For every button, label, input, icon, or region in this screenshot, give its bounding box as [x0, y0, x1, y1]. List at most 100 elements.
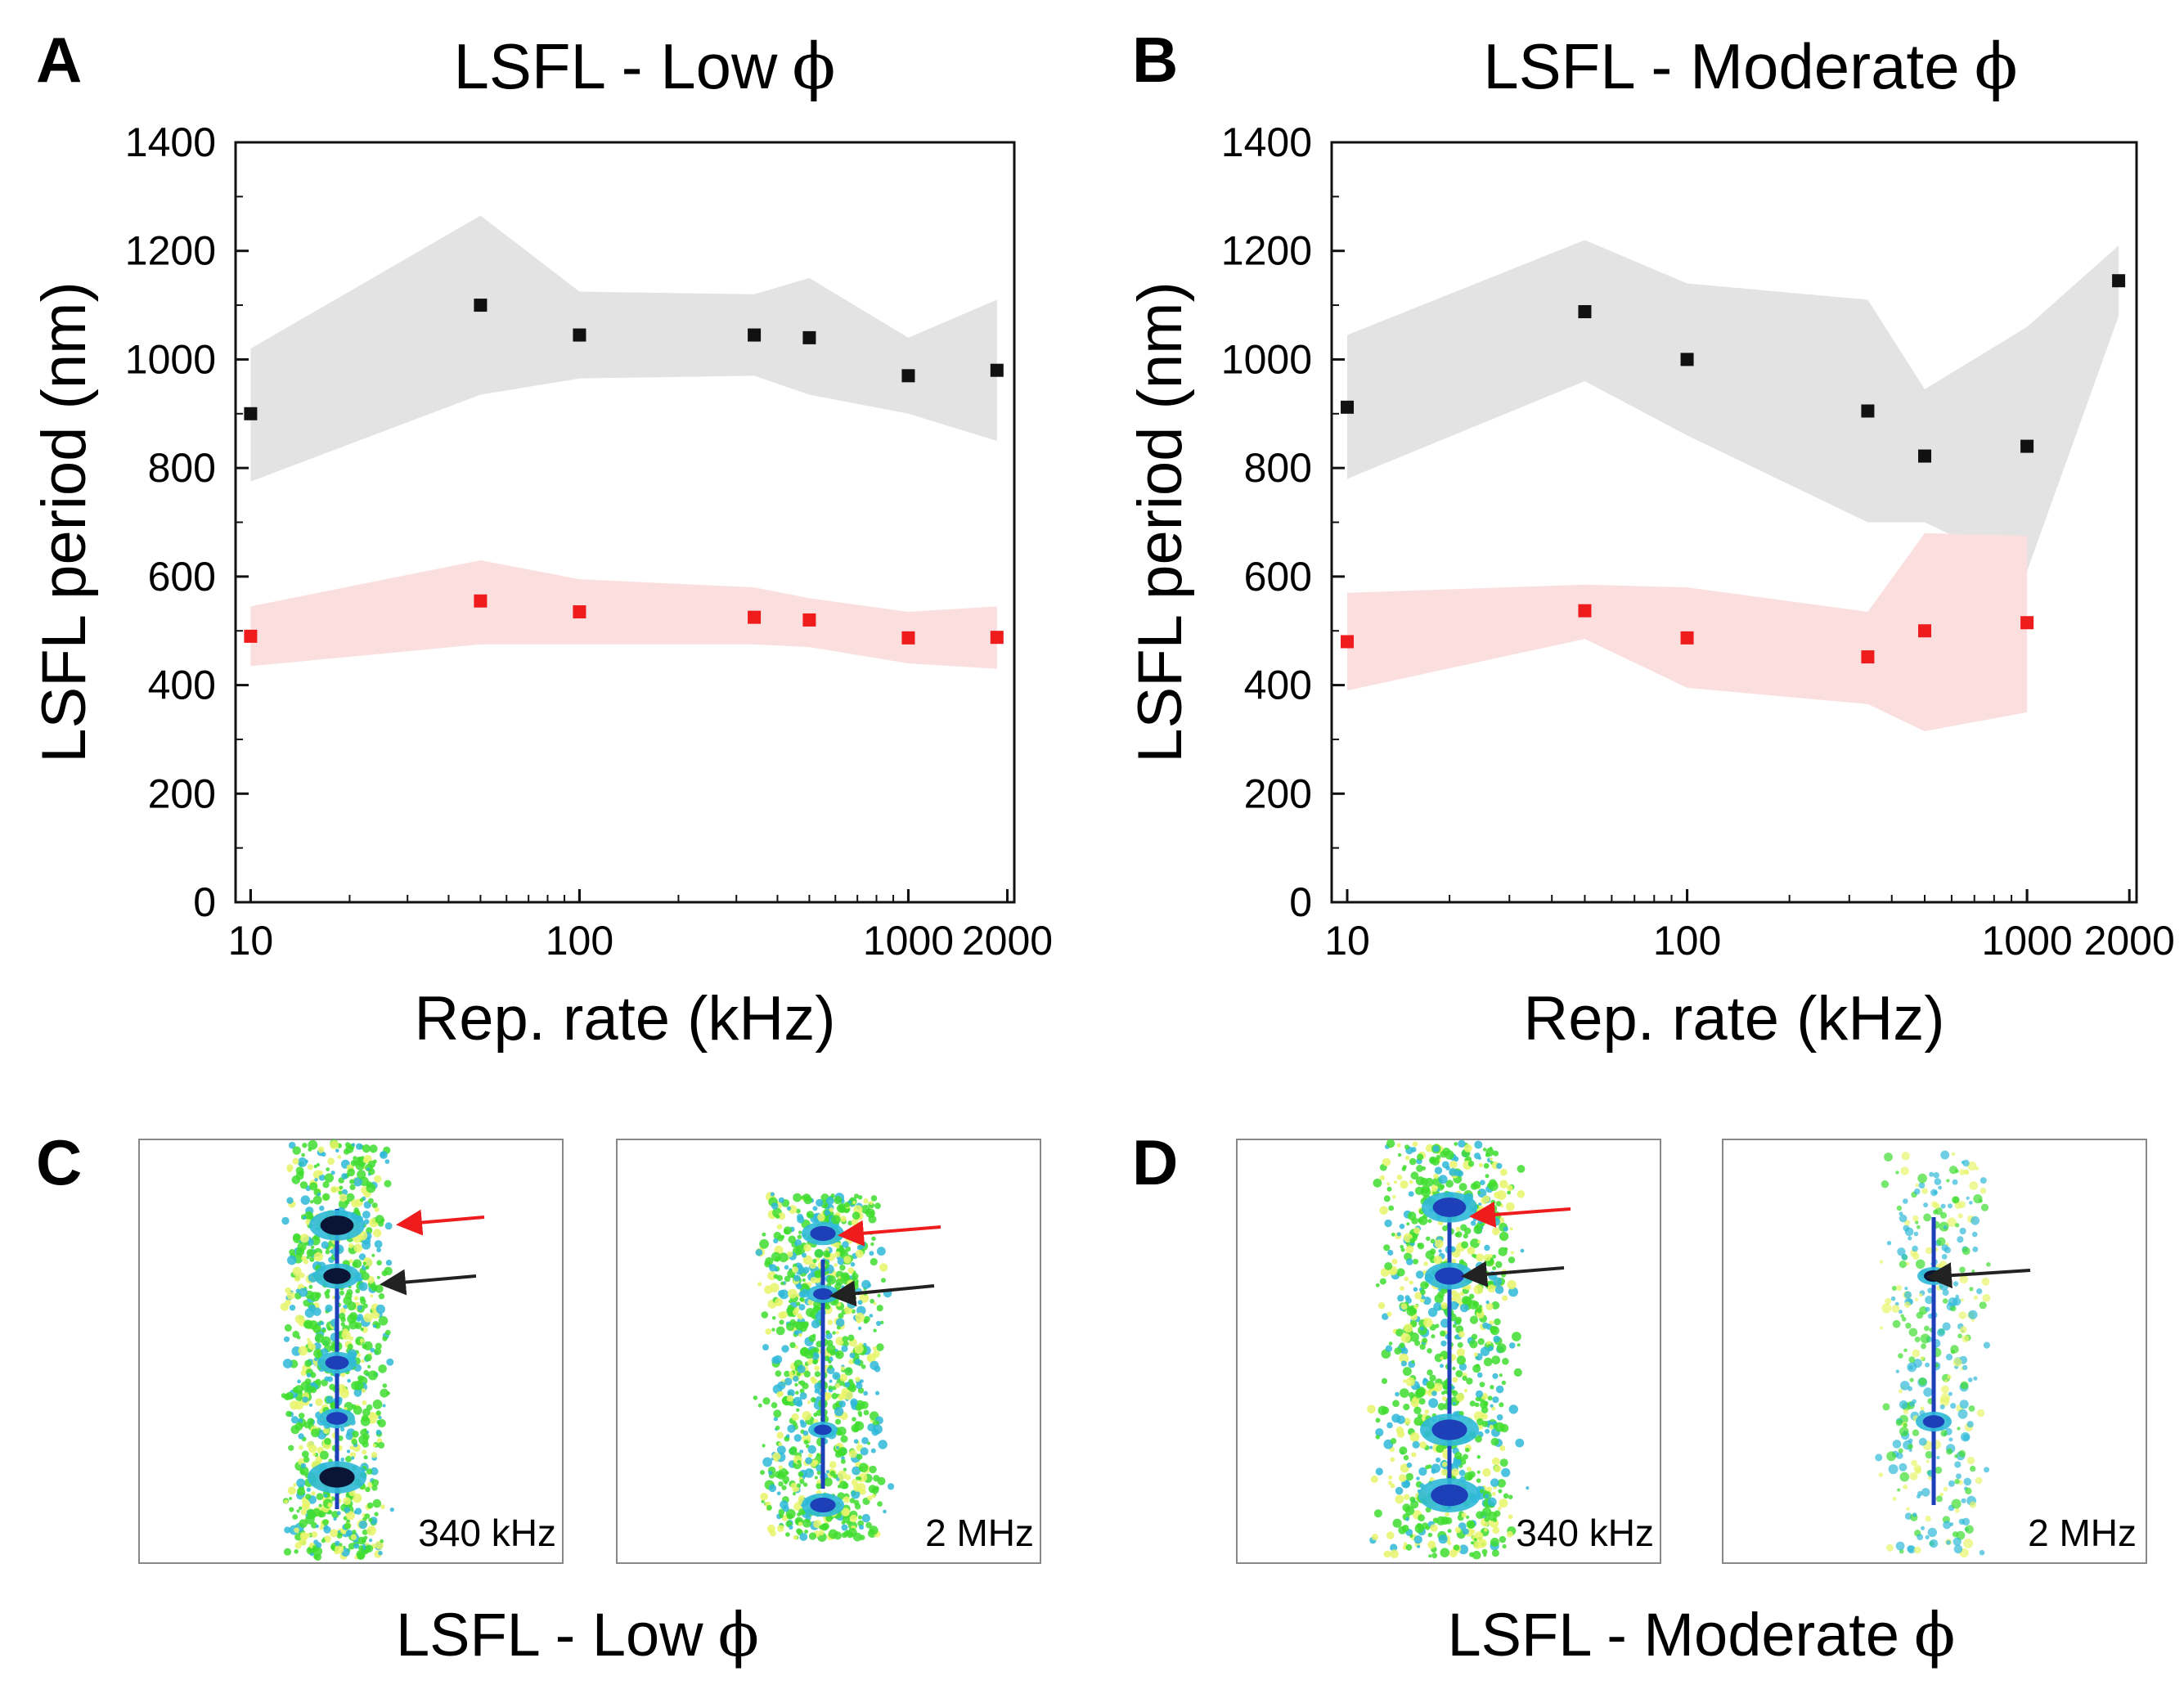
fft-speckle [811, 1319, 820, 1328]
fft-speckle [1398, 1474, 1407, 1482]
fft-speckle [298, 1433, 304, 1440]
fft-speckle [1498, 1489, 1503, 1494]
fft-speckle [1911, 1459, 1917, 1467]
fft-speckle [1458, 1544, 1469, 1555]
fft-speckle [1455, 1370, 1463, 1377]
fft-speckle [861, 1513, 871, 1523]
fft-speckle [340, 1427, 345, 1432]
fft-speckle [1484, 1517, 1490, 1522]
fft-speckle [298, 1418, 303, 1423]
fft-speckle [285, 1410, 292, 1418]
fft-speckle [349, 1184, 356, 1190]
fft-speckle [326, 1395, 334, 1404]
fft-speckle [362, 1529, 368, 1535]
fft-speckle [1888, 1464, 1899, 1475]
fft-speckle [1920, 1333, 1930, 1344]
fft-speckle [1899, 1463, 1908, 1472]
fft-speckle [345, 1455, 353, 1463]
fft-speckle [1473, 1352, 1478, 1357]
fft-speckle [1383, 1550, 1391, 1558]
fft-speckle [1971, 1215, 1980, 1225]
fft-speckle [294, 1275, 301, 1283]
fft-speckle [1375, 1418, 1381, 1423]
fft-speckle [1909, 1377, 1914, 1382]
chart-a-title: LSFL - Low ϕ [453, 30, 835, 104]
fft-speckle [1442, 1148, 1451, 1156]
fft-speckle [364, 1257, 368, 1262]
fft-pattern [280, 1139, 394, 1561]
fft-speckle [1983, 1341, 1990, 1349]
fft-speckle [1395, 1494, 1404, 1504]
fft-speckle [1492, 1227, 1500, 1236]
fft-speckle [1499, 1180, 1508, 1189]
fft-speckle [1495, 1385, 1504, 1394]
fft-speckle [353, 1156, 357, 1161]
fft-speckle [281, 1216, 290, 1225]
fft-speckle [1404, 1276, 1409, 1282]
fft-speckle [1918, 1182, 1926, 1189]
fft-speckle [1908, 1444, 1913, 1449]
fft-speckle [1891, 1305, 1900, 1313]
fft-speckle [301, 1450, 309, 1458]
fft-speckle [1513, 1368, 1522, 1377]
fft-speckle [1903, 1409, 1909, 1415]
fft-pattern [1875, 1150, 1991, 1558]
fft-speckle [1403, 1494, 1410, 1500]
fft-speckle [1472, 1550, 1481, 1560]
fft-speckle [1912, 1359, 1922, 1368]
fft-speckle [863, 1409, 870, 1416]
fft-speckle [312, 1195, 322, 1205]
fft-speckle [810, 1277, 818, 1284]
fft-speckle [789, 1525, 793, 1530]
fft-speckle [331, 1296, 335, 1300]
fft-speckle [1419, 1344, 1426, 1350]
fft-speckle [1466, 1377, 1473, 1385]
data-point-lower [474, 594, 488, 608]
fft-speckle [286, 1291, 295, 1300]
fft-speckle [1396, 1415, 1405, 1425]
fft-speckle [1507, 1184, 1513, 1192]
fft-pattern [753, 1192, 895, 1542]
fft-speckle [784, 1400, 790, 1406]
fft-speckle [374, 1347, 382, 1355]
fft-speckle [330, 1171, 335, 1175]
fft-speckle [1404, 1418, 1411, 1425]
fft-speckle [1452, 1377, 1458, 1383]
fft-speckle [300, 1470, 305, 1475]
fft-speckle [867, 1495, 873, 1501]
fft-speckle [1470, 1183, 1478, 1190]
fft-speckle [360, 1328, 364, 1332]
fft-speckle [1880, 1326, 1884, 1330]
fft-speckle [1914, 1337, 1921, 1342]
fft-speckle [1413, 1417, 1423, 1427]
fft-speckle [759, 1238, 769, 1249]
fft-speckle [1470, 1220, 1476, 1226]
fft-speckle [1414, 1292, 1422, 1300]
fft-speckle [1449, 1549, 1458, 1558]
fft-speckle [874, 1485, 879, 1491]
fft-speckle [365, 1544, 374, 1552]
fft-speckle [1429, 1374, 1436, 1382]
fft-speckle [309, 1182, 318, 1191]
fft-speckle [1440, 1302, 1448, 1310]
x-tick-label: 1000 [863, 918, 954, 964]
fft-speckle [366, 1167, 371, 1171]
fft-speckle [803, 1370, 811, 1378]
fft-speckle [1940, 1150, 1950, 1160]
fft-speckle [283, 1548, 292, 1556]
fft-speckle [324, 1376, 330, 1382]
fft-speckle [327, 1502, 333, 1508]
fft-speckle [1490, 1437, 1499, 1446]
fft-speckle [806, 1211, 815, 1219]
data-point-lower [802, 613, 816, 627]
fft-speckle [775, 1370, 782, 1377]
fft-speckle [1508, 1342, 1516, 1349]
fft-speckle [292, 1266, 302, 1277]
fft-speckle [339, 1290, 344, 1296]
fft-speckle [348, 1336, 354, 1341]
fft-speckle [834, 1407, 844, 1417]
fft-speckle [791, 1413, 799, 1421]
fft-speckle [793, 1434, 802, 1442]
fft-speckle [836, 1445, 839, 1449]
fft-speckle [1925, 1247, 1933, 1255]
